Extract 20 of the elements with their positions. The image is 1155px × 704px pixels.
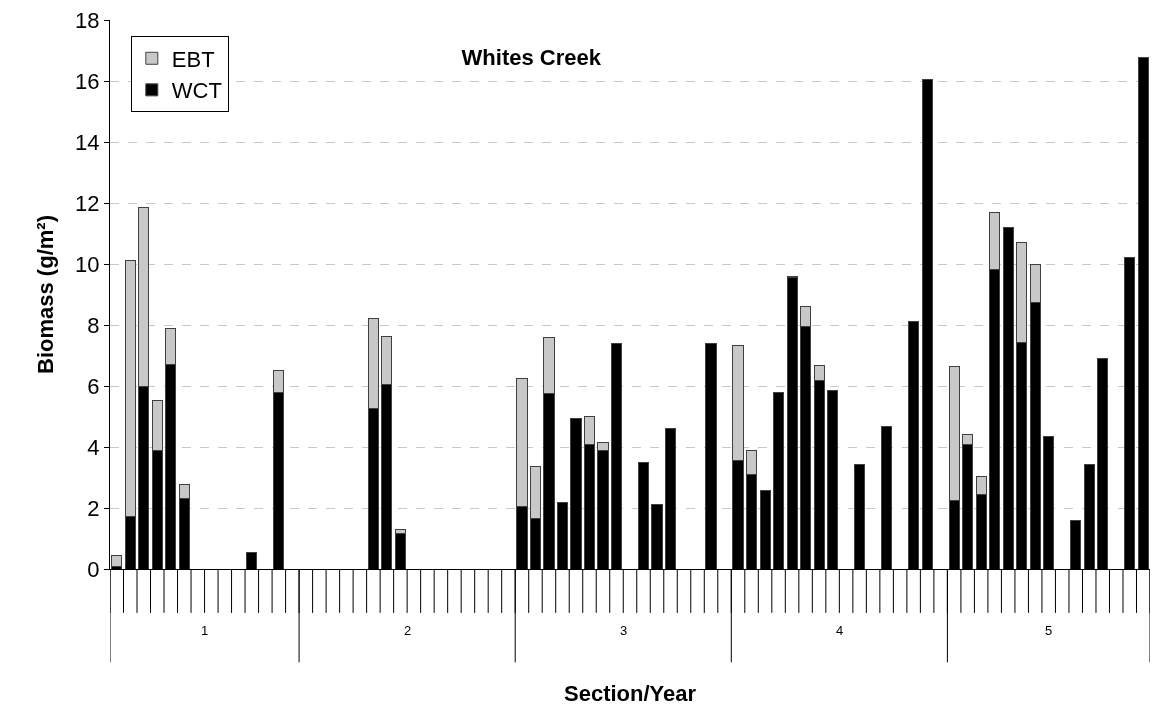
y-tick-label: 0 (87, 556, 100, 582)
text: 3 (620, 623, 628, 638)
y-axis-title: Biomass (g/m²) (32, 215, 58, 374)
y-tick-label: 14 (75, 129, 100, 155)
legend-label: WCT (171, 78, 222, 104)
y-tick-label: 8 (87, 312, 100, 338)
legend-label: EBT (171, 46, 215, 72)
y-tick-label: 4 (87, 434, 100, 460)
y-tick-label: 10 (75, 251, 100, 277)
y-tick-label: 16 (75, 68, 100, 94)
text: 4 (836, 623, 844, 638)
text: Whites Creek (461, 44, 602, 70)
x-axis-title: Section/Year (564, 681, 697, 704)
y-tick-label: 2 (87, 495, 100, 521)
text: 1 (201, 623, 209, 638)
y-tick-label: 18 (75, 7, 100, 33)
text: 2 (404, 623, 412, 638)
text: 5 (1045, 623, 1053, 638)
y-tick-label: 12 (75, 190, 100, 216)
y-tick-label: 6 (87, 373, 100, 399)
